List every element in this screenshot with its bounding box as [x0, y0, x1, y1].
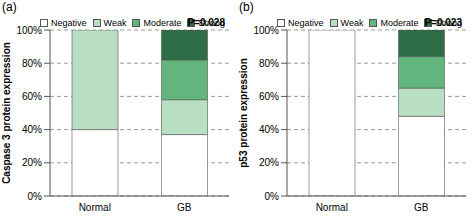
- svg-text:60%: 60%: [22, 91, 42, 102]
- html-text:Strong: Strong: [198, 18, 225, 28]
- html-text:Negative: Negative: [51, 18, 87, 28]
- svg-text:0%: 0%: [28, 191, 43, 202]
- svg-text:GB: GB: [177, 202, 192, 213]
- svg-text:80%: 80%: [259, 58, 279, 69]
- svg-text:p53 protein expression: p53 protein expression: [238, 58, 249, 167]
- html-text:P=0.023: P=0.023: [424, 17, 462, 28]
- html-text:Moderate: Moderate: [380, 18, 419, 28]
- html-text:Moderate: Moderate: [143, 18, 182, 28]
- html-text:P=0.028: P=0.028: [187, 17, 225, 28]
- svg-text:Normal: Normal: [316, 202, 348, 213]
- svg-text:20%: 20%: [22, 157, 42, 168]
- html-text:Weak: Weak: [103, 18, 127, 28]
- html-text:(b): (b): [239, 0, 254, 14]
- svg-text:100%: 100%: [16, 25, 42, 36]
- html-text:Weak: Weak: [340, 18, 364, 28]
- svg-text:40%: 40%: [22, 124, 42, 135]
- svg-text:100%: 100%: [253, 25, 279, 36]
- svg-text:80%: 80%: [22, 58, 42, 69]
- svg-text:GB: GB: [414, 202, 429, 213]
- html-text:(a): (a): [2, 0, 17, 14]
- svg-text:60%: 60%: [259, 91, 279, 102]
- svg-text:40%: 40%: [259, 124, 279, 135]
- html-text:Strong: Strong: [435, 18, 462, 28]
- svg-text:20%: 20%: [259, 157, 279, 168]
- svg-text:Caspase 3 protein expression: Caspase 3 protein expression: [8, 42, 12, 184]
- svg-text:Normal: Normal: [79, 202, 111, 213]
- html-text:Negative: Negative: [288, 18, 324, 28]
- svg-text:0%: 0%: [265, 191, 280, 202]
